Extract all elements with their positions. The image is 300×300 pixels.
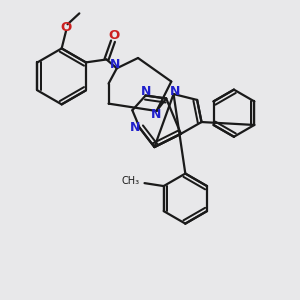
Text: N: N bbox=[170, 85, 180, 98]
Text: CH₃: CH₃ bbox=[122, 176, 140, 186]
Text: N: N bbox=[110, 58, 121, 71]
Text: N: N bbox=[152, 108, 162, 121]
Text: O: O bbox=[61, 21, 72, 34]
Text: N: N bbox=[130, 121, 140, 134]
Text: O: O bbox=[109, 29, 120, 42]
Text: N: N bbox=[140, 85, 151, 98]
